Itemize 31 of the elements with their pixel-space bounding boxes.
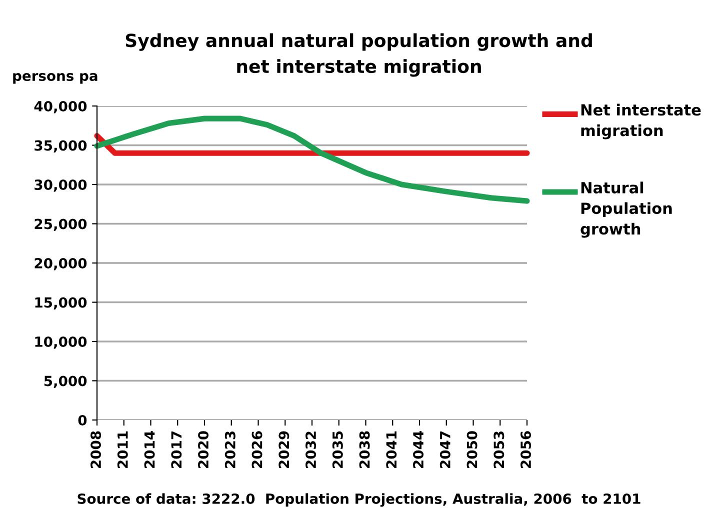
x-tick-label: 2020	[198, 431, 209, 468]
x-tick-label: 2035	[332, 431, 343, 468]
y-tick-label: 10,000	[35, 336, 87, 349]
x-tick-label: 2008	[90, 431, 102, 468]
y-tick-label: 5,000	[44, 376, 87, 388]
x-tick-label: 2053	[494, 432, 504, 468]
y-tick-label: 35,000	[34, 140, 87, 152]
y-axis-title: persons pa	[13, 73, 98, 84]
x-tick-label: 2041	[386, 431, 397, 468]
y-tick-label: 30,000	[34, 179, 87, 192]
x-tick-label: 2044	[413, 431, 424, 468]
x-tick-label: 2029	[278, 431, 290, 468]
x-tick-label: 2011	[117, 431, 128, 468]
chart-title: Sydney annual natural population growth and net interstate migration	[126, 33, 592, 77]
y-tick-label: 0	[78, 414, 87, 426]
x-tick-label: 2014	[144, 431, 155, 468]
y-tick-label: 25,000	[34, 218, 87, 231]
x-tick-label: 2056	[520, 431, 532, 468]
x-tick-label: 2023	[224, 432, 236, 468]
y-tick-label: 15,000	[35, 297, 87, 310]
source-note: Source of data: 3222.0 Population Projections, Australia, 2006 to 2101	[78, 493, 640, 507]
x-tick-label: 2038	[359, 431, 370, 468]
y-tick-label: 40,000	[34, 100, 87, 114]
y-tick-label: 20,000	[34, 258, 87, 270]
legend-label: Natural Population growth	[580, 182, 672, 238]
x-tick-label: 2050	[466, 431, 478, 468]
x-tick-label: 2032	[306, 432, 316, 468]
x-tick-label: 2017	[171, 432, 182, 468]
x-tick-label: 2047	[440, 432, 450, 468]
x-tick-label: 2026	[252, 431, 262, 468]
legend-label: Net interstate migration	[581, 104, 701, 140]
